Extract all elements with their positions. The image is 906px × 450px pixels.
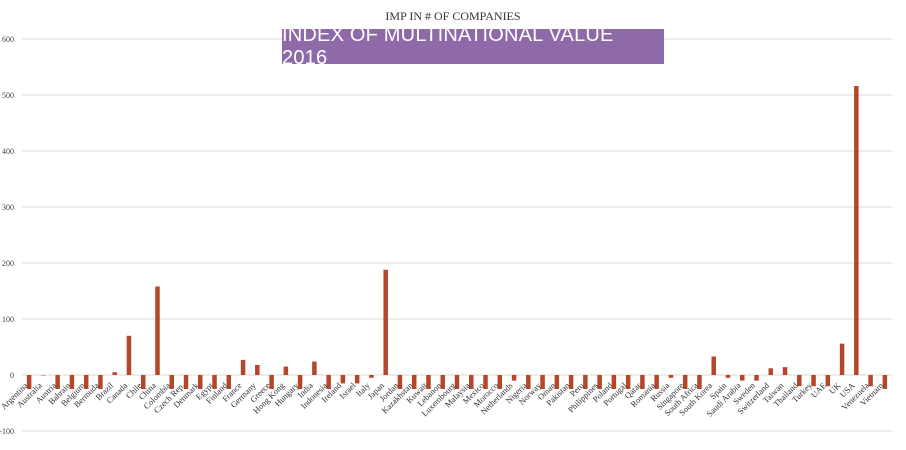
y-tick-label: 600 [2,35,14,44]
bar [768,368,774,375]
bar [383,269,388,375]
title-banner: INDEX OF MULTINATIONAL VALUE 2016 [282,24,664,69]
bar [155,286,160,375]
bar [568,375,574,389]
bar [540,375,545,389]
bar [868,375,873,387]
bar [98,375,103,389]
bar [697,375,702,389]
bar [625,375,631,389]
bar [41,375,46,376]
bar [554,375,560,389]
bar [740,375,745,381]
bar [83,375,89,389]
bar [169,375,174,389]
y-tick-label: 300 [2,203,14,212]
bar [55,375,60,389]
y-tick-label: -100 [0,427,14,436]
bar [583,375,588,389]
bar [312,361,317,375]
bar [825,375,831,387]
bar [754,375,759,381]
bar [297,375,303,389]
bar [839,343,845,375]
bar [69,375,75,389]
bar [426,375,431,389]
bar [126,335,132,375]
bar [654,375,659,389]
y-tick-label: 400 [2,147,14,156]
bar [326,375,331,389]
bar [454,375,460,389]
bar [269,375,274,389]
bar [112,372,117,375]
bar [140,375,146,389]
bars [26,86,888,389]
bar [640,375,645,389]
bar [797,375,802,387]
y-axis-tick-labels: -100 0 100 200 300 400 500 600 [0,35,14,436]
bar [198,375,203,389]
bar [497,375,503,389]
bar [711,356,716,375]
y-tick-label: 0 [10,371,14,380]
bar [212,375,217,389]
bar [226,375,232,389]
y-tick-label: 200 [2,259,14,268]
bar [397,375,403,389]
gridlines [22,38,892,432]
y-tick-label: 100 [2,315,14,324]
bar [668,375,674,378]
bar [597,375,602,389]
bar [483,375,488,389]
bar [411,375,417,389]
bar [611,375,617,389]
bar [725,375,731,378]
bar [469,375,474,389]
y-tick-label: 500 [2,91,14,100]
bar [440,375,445,389]
bar [369,375,374,378]
bar [340,375,346,384]
bar [354,375,360,384]
bar [882,375,888,389]
bar [183,375,189,389]
bar [511,375,517,381]
bar [782,367,788,375]
bar [283,366,289,375]
bar [682,375,688,389]
bar [854,86,859,375]
chart-title: IMP IN # OF COMPANIES [385,9,521,23]
bar [526,375,531,389]
bar [240,359,246,375]
bar [255,364,260,375]
bar [811,375,816,387]
bar [26,375,32,389]
